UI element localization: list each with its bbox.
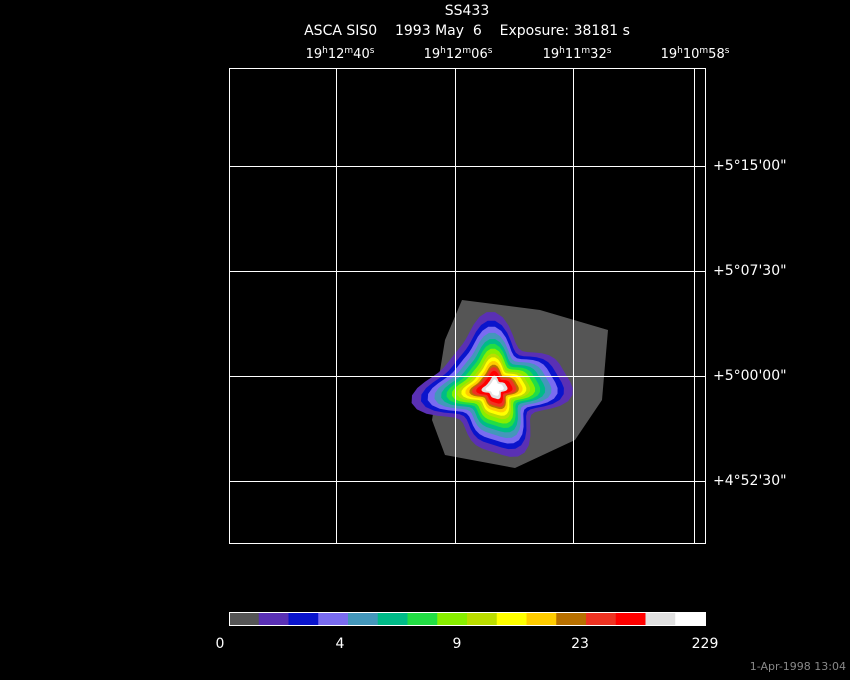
colorbar-cell [467, 612, 498, 625]
ra-value: 19 [543, 47, 560, 62]
ra-value: 12 [446, 47, 463, 62]
ra-value: 40 [353, 47, 370, 62]
colorbar-cell [526, 612, 557, 625]
ra-label: 19h12m06s [424, 46, 493, 62]
grid [229, 68, 705, 543]
colorbar-cell [675, 612, 706, 625]
colorbar-cell [318, 612, 349, 625]
ra-label: 19h10m58s [661, 46, 730, 62]
colorbar-cell [229, 612, 260, 625]
ra-value: 19 [306, 47, 323, 62]
ra-label: 19h11m32s [543, 46, 612, 62]
ra-unit: m [462, 46, 471, 56]
ra-unit: m [344, 46, 353, 56]
colorbar-cell [437, 612, 468, 625]
colorbar-cell [615, 612, 646, 625]
ra-unit: s [607, 46, 612, 56]
colorbar-label: 9 [453, 636, 462, 652]
ra-unit: s [370, 46, 375, 56]
colorbar-cell [377, 612, 408, 625]
dec-label: +5°15'00" [713, 158, 787, 174]
dec-label: +5°07'30" [713, 263, 787, 279]
ra-value: 58 [708, 47, 725, 62]
colorbar-cell [348, 612, 379, 625]
ra-unit: h [559, 46, 565, 56]
colorbar-label: 23 [571, 636, 589, 652]
ra-value: 32 [590, 47, 607, 62]
subtitle: ASCA SIS0 1993 May 6 Exposure: 38181 s [304, 23, 630, 39]
colorbar-cell [645, 612, 676, 625]
ra-unit: h [322, 46, 328, 56]
ra-unit: m [581, 46, 590, 56]
dec-label: +5°00'00" [713, 368, 787, 384]
ra-value: 11 [565, 47, 582, 62]
ra-value: 10 [683, 47, 700, 62]
colorbar-label: 4 [336, 636, 345, 652]
ra-value: 06 [471, 47, 488, 62]
colorbar-cell [288, 612, 319, 625]
ra-value: 12 [328, 47, 345, 62]
source-image [411, 300, 608, 468]
frame [229, 68, 706, 544]
ra-unit: s [725, 46, 730, 56]
dec-label: +4°52'30" [713, 473, 787, 489]
contour [485, 379, 504, 396]
colorbar-cell [556, 612, 587, 625]
ra-unit: h [677, 46, 683, 56]
ra-unit: h [440, 46, 446, 56]
ra-unit: m [699, 46, 708, 56]
colorbar-frame [229, 612, 706, 626]
colorbar-cell [496, 612, 527, 625]
title: SS433 [445, 3, 490, 19]
ra-unit: s [488, 46, 493, 56]
ra-label: 19h12m40s [306, 46, 375, 62]
colorbar-label: 0 [216, 636, 225, 652]
ra-value: 19 [661, 47, 678, 62]
colorbar-cell [258, 612, 289, 625]
colorbar-cell [586, 612, 617, 625]
timestamp: 1-Apr-1998 13:04 [750, 660, 846, 673]
colorbar-cell [407, 612, 438, 625]
colorbar-label: 229 [692, 636, 719, 652]
ra-value: 19 [424, 47, 441, 62]
